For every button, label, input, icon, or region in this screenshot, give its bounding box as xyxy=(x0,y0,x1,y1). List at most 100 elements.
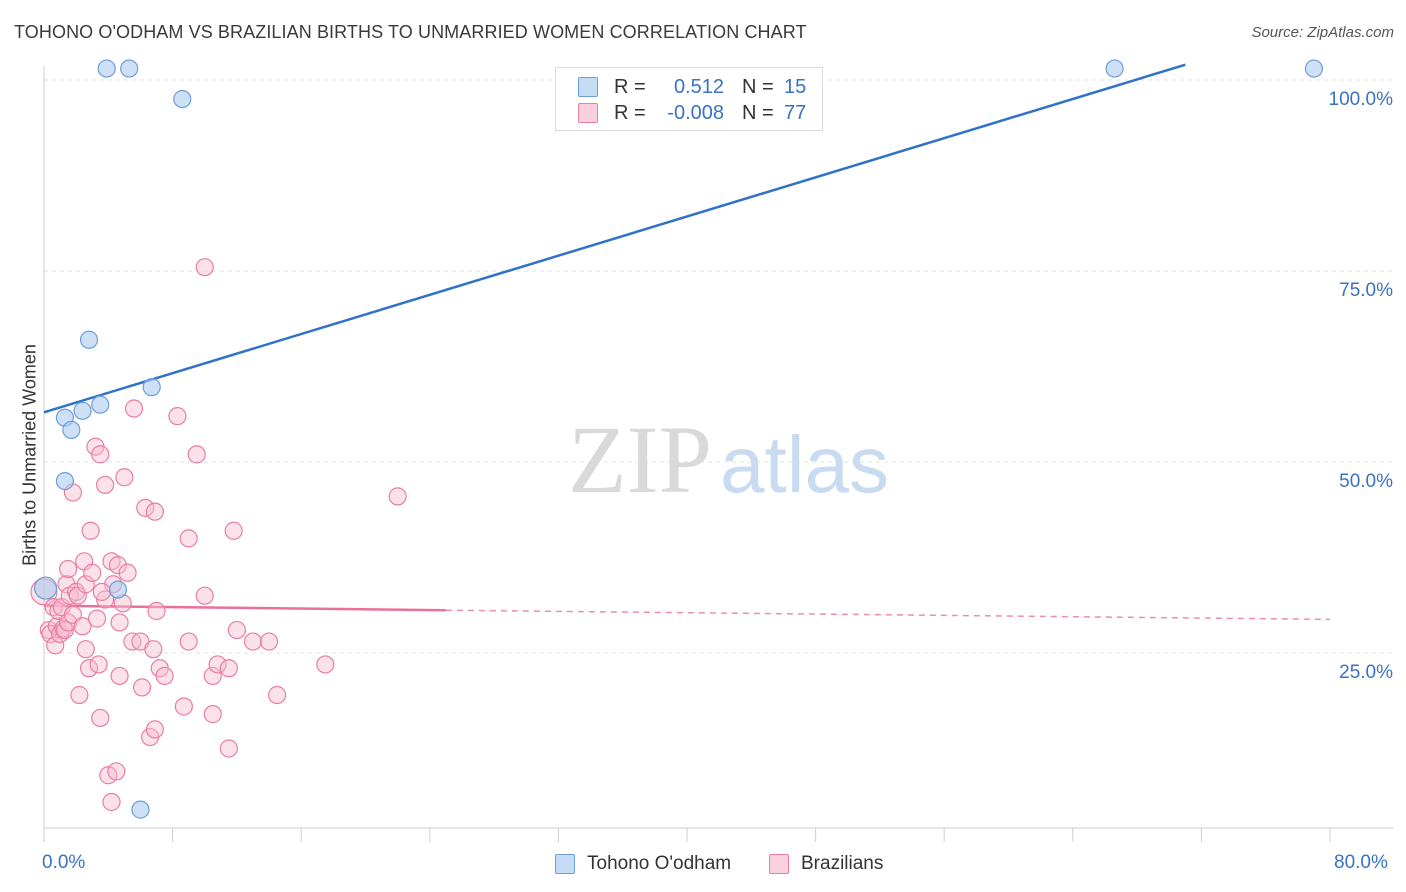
brazilians-point xyxy=(70,685,89,705)
brazilians-point xyxy=(132,678,152,697)
pink-swatch xyxy=(578,103,598,123)
brazilians-point xyxy=(259,632,279,651)
brazilians-point xyxy=(136,498,155,517)
brazilians-point xyxy=(87,609,107,628)
tohono-point xyxy=(97,59,116,78)
x-axis-min-label: 0.0% xyxy=(42,852,86,873)
legend-label-tohono: Tohono O'odham xyxy=(587,853,732,874)
n-label: N = xyxy=(742,101,774,124)
brazilians-point xyxy=(79,659,99,678)
brazilians-point xyxy=(107,762,126,781)
n-label: N = xyxy=(742,75,774,98)
tohono-trendline xyxy=(43,63,1186,414)
blue-swatch xyxy=(578,77,598,97)
gridlines xyxy=(44,79,1394,654)
tohono-point xyxy=(1105,59,1124,78)
brazilians-point xyxy=(155,666,174,686)
legend-item-tohono[interactable]: Tohono O'odham xyxy=(555,852,731,876)
correlation-legend: R = 0.512 N = 15 R = -0.008 N = 77 xyxy=(555,67,823,131)
tohono-point xyxy=(91,395,110,414)
legend-label-brazilians: Brazilians xyxy=(801,853,884,874)
n-value: 77 xyxy=(784,101,807,124)
r-value: 0.512 xyxy=(673,75,724,98)
brazilians-point xyxy=(219,739,238,758)
legend-row-tohono: R = 0.512 N = 15 xyxy=(578,75,806,99)
brazilians-point xyxy=(46,636,65,655)
brazilians-point xyxy=(168,407,187,426)
brazilians-point xyxy=(102,792,121,812)
brazilians-point xyxy=(145,720,165,739)
brazilians-point xyxy=(208,655,227,674)
brazilians-point xyxy=(91,445,110,464)
brazilians-point xyxy=(89,655,108,674)
brazilians-point xyxy=(145,502,165,521)
r-label: R = xyxy=(614,75,646,98)
brazilians-point xyxy=(76,640,95,659)
brazilians-point xyxy=(59,559,78,579)
source-credit: Source: ZipAtlas.com xyxy=(1251,24,1394,41)
brazilians-point xyxy=(195,258,214,277)
brazilians-point xyxy=(118,563,137,582)
brazilians-point xyxy=(91,708,110,728)
brazilians-point xyxy=(267,685,287,705)
brazilians-point xyxy=(124,399,144,418)
brazilians-point xyxy=(243,632,263,651)
tohono-point xyxy=(34,576,58,600)
brazilians-point xyxy=(227,620,246,640)
y-axis-label: Births to Unmarried Women xyxy=(19,344,40,566)
y-tick-label: 100.0% xyxy=(1329,89,1394,110)
watermark-atlas: atlas xyxy=(720,420,889,509)
brazilians-point xyxy=(95,475,115,495)
brazilians-point xyxy=(388,487,407,506)
brazilians-point xyxy=(83,563,102,582)
legend-row-brazilians: R = -0.008 N = 77 xyxy=(578,101,806,125)
x-axis-max-label: 80.0% xyxy=(1334,852,1388,873)
brazilians-point xyxy=(108,556,128,575)
tohono-point xyxy=(73,401,92,420)
brazilians-point xyxy=(187,445,206,464)
brazilians-point xyxy=(147,601,166,621)
brazilians-point xyxy=(110,666,129,686)
brazilians-point xyxy=(179,632,198,651)
tohono-point xyxy=(131,800,150,819)
y-tick-labels: 25.0% 50.0% 75.0% 100.0% xyxy=(1329,89,1394,683)
brazilians-point xyxy=(203,666,222,686)
r-label: R = xyxy=(614,101,646,124)
chart-title: TOHONO O'ODHAM VS BRAZILIAN BIRTHS TO UN… xyxy=(14,22,807,42)
brazilians-point xyxy=(73,617,92,636)
blue-swatch xyxy=(555,854,575,874)
tohono-point xyxy=(142,378,161,397)
brazilians-point xyxy=(174,697,193,716)
brazilians-point xyxy=(76,575,95,594)
brazilians-point xyxy=(144,640,163,659)
tohono-point xyxy=(173,89,192,109)
legend-item-brazilians[interactable]: Brazilians xyxy=(769,852,883,876)
brazilians-point xyxy=(203,705,222,724)
n-value: 15 xyxy=(784,75,807,98)
brazilians-point xyxy=(179,529,198,548)
y-tick-label: 25.0% xyxy=(1339,662,1393,683)
watermark-zip: ZIP xyxy=(568,406,712,513)
pink-swatch xyxy=(769,854,789,874)
brazilians-point xyxy=(81,521,100,540)
y-tick-label: 75.0% xyxy=(1339,280,1393,301)
watermark: ZIP atlas xyxy=(568,406,889,513)
data-points xyxy=(30,59,1324,819)
tohono-point xyxy=(120,59,139,78)
tohono-point xyxy=(62,420,81,440)
tohono-point xyxy=(79,330,99,349)
tohono-point xyxy=(55,472,74,491)
brazilians-point xyxy=(110,613,129,632)
brazilians-point xyxy=(316,655,335,674)
brazilians-point xyxy=(57,575,76,594)
r-value: -0.008 xyxy=(667,101,724,124)
brazilians-point xyxy=(115,468,134,487)
y-tick-label: 50.0% xyxy=(1339,471,1393,492)
brazilians-point xyxy=(195,586,214,605)
brazilians-point xyxy=(219,659,238,678)
tohono-point xyxy=(108,580,128,599)
brazilians-trendline-extension xyxy=(445,609,1331,621)
brazilians-point xyxy=(224,521,243,540)
axes xyxy=(43,66,1394,842)
